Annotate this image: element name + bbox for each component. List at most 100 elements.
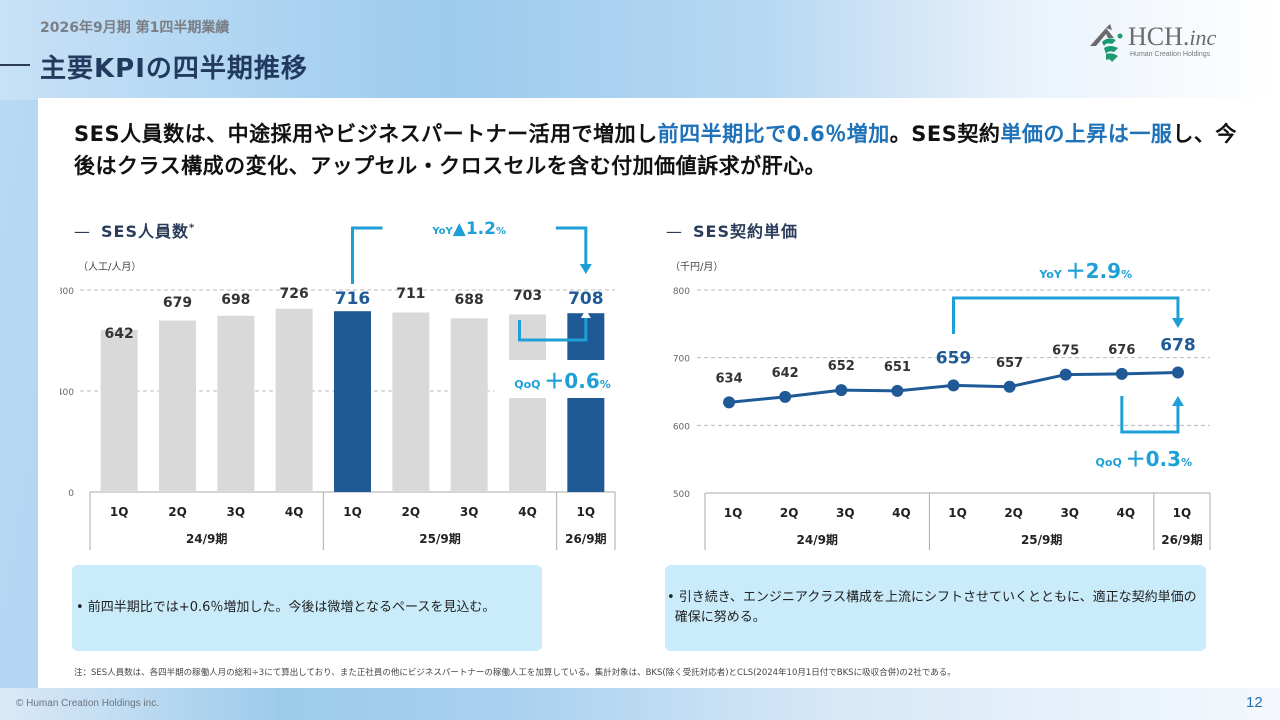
headcount-bar-chart: 0 400 800 24/9期 25/9期 26/9期 1Q 2Q 3Q 4Q 1Q 2Q 3Q 4Q 1Q…: [60, 220, 620, 550]
headline-summary: SES人員数は、中途採用やビジネスパートナー活用で増加し前四半期比で0.6％増加…: [74, 118, 1254, 182]
data-point: [1171, 366, 1184, 379]
data-point: [947, 379, 960, 392]
qoq-arrowhead-icon: [580, 310, 591, 318]
data-label: 634: [715, 371, 742, 386]
data-label: 716: [335, 289, 371, 309]
y-tick-label: 0: [68, 489, 74, 499]
yoy-arrowhead-icon: [1171, 318, 1184, 328]
copyright: © Human Creation Holdings inc.: [16, 698, 159, 709]
y-tick-label: 400: [60, 388, 74, 398]
title-rule: [0, 64, 30, 66]
page-title: 主要KPIの四半期推移: [40, 54, 308, 84]
qoq-bracket: [1120, 396, 1180, 434]
bar: [450, 318, 488, 492]
group-label: 24/9期: [186, 531, 227, 546]
group-label: 26/9期: [565, 531, 606, 546]
yoy-arrowhead-icon: [579, 264, 592, 274]
bar: [217, 315, 255, 492]
y-tick-label: 800: [60, 287, 74, 297]
logo-text: HCH.inc: [1128, 22, 1217, 51]
page-number: 12: [1246, 694, 1263, 711]
headline-text: 。SES契約: [889, 122, 1001, 146]
yoy-bracket: [351, 226, 383, 284]
y-tick-label: 500: [673, 490, 690, 500]
left-section-title: — SES人員数*: [74, 222, 196, 241]
data-point: [1003, 380, 1016, 393]
yoy-label: YoY ＋2.9%: [1038, 259, 1132, 283]
bar: [509, 314, 546, 492]
x-tick-label: 4Q: [285, 505, 304, 519]
data-label: 703: [513, 288, 542, 304]
data-label: 708: [568, 289, 604, 309]
left-note-box: • 前四半期比では+0.6％増加した。今後は微増となるペースを見込む。: [72, 565, 542, 651]
data-point: [723, 396, 736, 409]
x-tick-label: 4Q: [1117, 506, 1136, 520]
bar: [159, 320, 196, 492]
section-dash: —: [74, 222, 91, 241]
x-tick-label: 1Q: [343, 505, 362, 519]
x-tick-label: 4Q: [518, 505, 537, 519]
data-point: [891, 384, 904, 397]
x-tick-label: 3Q: [836, 506, 855, 520]
x-tick-label: 2Q: [780, 506, 799, 520]
right-section-title: — SES契約単価: [666, 222, 798, 241]
headline-text: SES人員数は、中途採用やビジネスパートナー活用で増加し: [74, 122, 658, 146]
headline-highlight: 前四半期比で0.6％増加: [657, 122, 890, 146]
data-label: 642: [772, 366, 799, 381]
section-dash: —: [666, 222, 683, 241]
data-label: 679: [163, 295, 192, 311]
x-tick-label: 3Q: [460, 505, 479, 519]
logo-mark-icon: [1090, 24, 1123, 62]
x-tick-label: 2Q: [1004, 506, 1023, 520]
data-label: 652: [828, 359, 855, 374]
logo-subtitle: Human Creation Holdings: [1130, 51, 1211, 58]
data-point: [779, 390, 792, 403]
footer-background: [0, 688, 1280, 720]
group-label: 25/9期: [419, 531, 460, 546]
qoq-label: QoQ ＋0.6%: [514, 369, 611, 393]
bar: [100, 329, 138, 492]
qoq-arrowhead-icon: [1171, 396, 1184, 406]
data-label: 676: [1108, 343, 1135, 358]
left-unit-label: （人工/人月）: [78, 262, 142, 273]
y-tick-label: 800: [673, 287, 690, 297]
x-tick-label: 2Q: [168, 505, 187, 519]
right-note-box: • 引き続き、エンジニアクラス構成を上流にシフトさせていくとともに、適正な契約単…: [665, 565, 1206, 651]
qoq-bracket: [518, 316, 588, 342]
data-point: [835, 384, 848, 397]
yoy-bracket: [555, 226, 588, 266]
data-point: [1115, 367, 1128, 380]
footnote: 注：SES人員数は、各四半期の稼働人月の総和÷3にて算出しており、また正社員の他…: [74, 668, 956, 678]
qoq-label: QoQ ＋0.3%: [1096, 447, 1193, 471]
data-label: 659: [936, 348, 972, 368]
bar: [567, 313, 605, 492]
x-tick-label: 1Q: [577, 505, 596, 519]
data-label: 711: [396, 286, 425, 302]
bar: [275, 308, 313, 492]
page-subtitle: 2026年9月期 第1四半期業績: [40, 20, 230, 36]
header-background: [0, 0, 1280, 100]
x-tick-label: 3Q: [227, 505, 246, 519]
group-label: 25/9期: [1021, 532, 1062, 547]
data-label: 651: [884, 360, 911, 375]
group-label: 24/9期: [797, 532, 838, 547]
x-tick-label: 2Q: [402, 505, 421, 519]
yoy-label: YoY▲1.2%: [431, 220, 506, 239]
label-backdrop: [494, 360, 620, 398]
x-tick-label: 4Q: [892, 506, 911, 520]
x-tick-label: 1Q: [1173, 506, 1192, 520]
bar: [334, 311, 371, 492]
yoy-bracket: [952, 296, 1180, 334]
y-tick-label: 600: [673, 422, 690, 432]
x-tick-label: 1Q: [724, 506, 743, 520]
bar: [392, 312, 430, 492]
group-label: 26/9期: [1161, 532, 1202, 547]
unit-price-line-chart: 500 600 700 800 24/9期 25/9期 26/9期 1Q 2Q 3Q 4Q 1Q 2Q 3…: [673, 259, 1211, 550]
x-tick-label: 1Q: [948, 506, 967, 520]
headline-text: し、今後はクラス構成の変化、アップセル・クロスセルを含む付加価値訴求が肝心。: [74, 122, 1237, 178]
data-label: 678: [1160, 336, 1196, 356]
data-label: 675: [1052, 344, 1079, 359]
right-note-text: • 引き続き、エンジニアクラス構成を上流にシフトさせていくとともに、適正な契約単…: [667, 590, 1197, 625]
data-label: 726: [280, 286, 309, 302]
data-point: [1059, 368, 1072, 381]
